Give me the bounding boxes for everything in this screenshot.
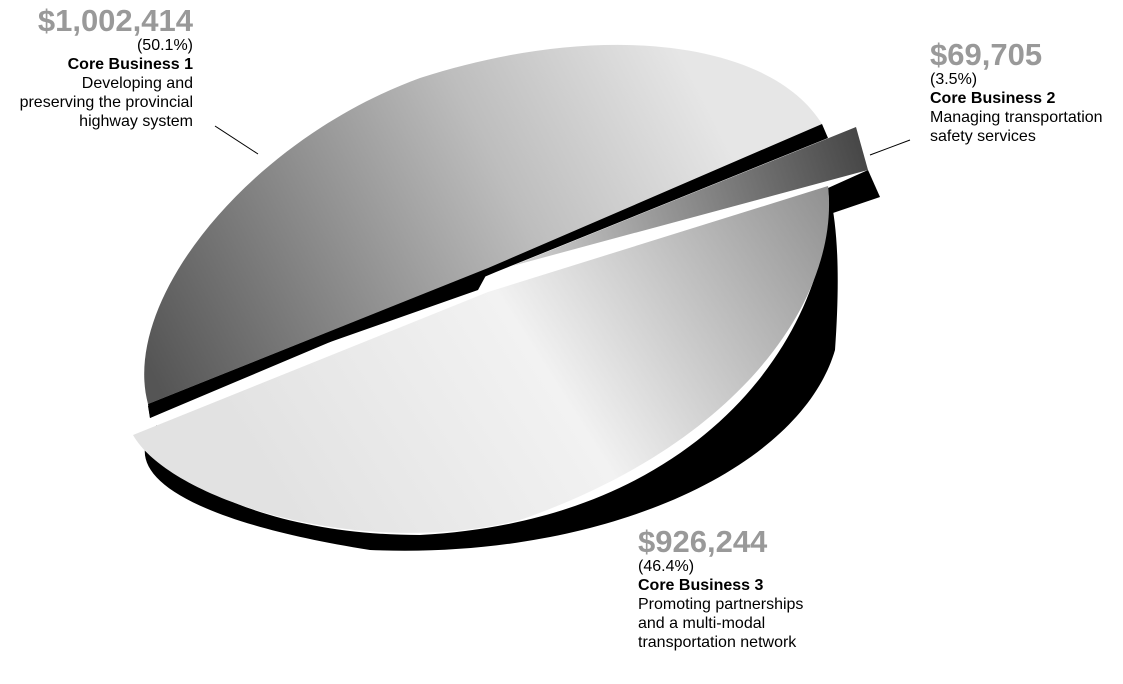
description-line: transportation network bbox=[638, 634, 797, 651]
percent-label: (3.5%) bbox=[930, 71, 978, 88]
slice-core-business-2-depth bbox=[828, 170, 880, 214]
slice-separator bbox=[148, 124, 828, 418]
description-line: Managing transportation bbox=[930, 109, 1103, 126]
leader-line-3 bbox=[637, 479, 661, 504]
amount-label: $926,244 bbox=[638, 524, 768, 559]
amount-label: $1,002,414 bbox=[37, 3, 193, 38]
description-line: preserving the provincial bbox=[19, 94, 193, 111]
callout-core-business-3: $926,244 (46.4%) Core Business 3 Promoti… bbox=[638, 524, 878, 652]
slice-label: Core Business 2 bbox=[930, 90, 1056, 107]
leader-line-2 bbox=[869, 139, 911, 156]
callout-core-business-1: $1,002,414 (50.1%) Core Business 1 Devel… bbox=[0, 3, 193, 131]
description-line: safety services bbox=[930, 128, 1036, 145]
slice-core-business-1 bbox=[144, 44, 823, 404]
slice-core-business-3 bbox=[133, 186, 830, 533]
amount-label: $69,705 bbox=[930, 37, 1043, 72]
description-line: highway system bbox=[79, 113, 193, 130]
description-line: and a multi-modal bbox=[638, 615, 766, 632]
slice-core-business-2 bbox=[512, 127, 868, 266]
leader-line-1 bbox=[214, 125, 259, 155]
percent-label: (50.1%) bbox=[136, 37, 193, 54]
description-line: Promoting partnerships bbox=[638, 596, 804, 613]
description-line: Developing and bbox=[81, 75, 193, 92]
percent-label: (46.4%) bbox=[638, 558, 695, 575]
slice-label: Core Business 3 bbox=[638, 577, 764, 594]
callout-core-business-2: $69,705 (3.5%) Core Business 2 Managing … bbox=[930, 37, 1120, 146]
slice-label: Core Business 1 bbox=[67, 56, 193, 73]
